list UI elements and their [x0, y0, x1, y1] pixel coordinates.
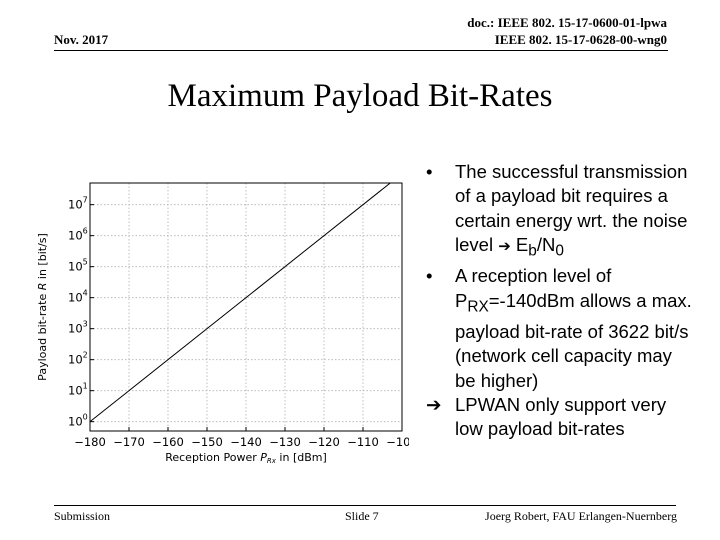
x-tick-label: −170 — [113, 435, 145, 449]
x-tick-label: −140 — [230, 435, 262, 449]
y-tick-label: 105 — [68, 258, 88, 274]
y-tick-label: 103 — [68, 320, 88, 336]
y-axis-ticks: 100 101 102 103 104 105 106 107 — [68, 196, 94, 429]
y-axis-label: Payload bit-rate R in [bit/s] — [36, 233, 49, 381]
bullet-marker: • — [426, 161, 433, 182]
series-line — [90, 183, 392, 423]
x-tick-label: −120 — [308, 435, 340, 449]
n0-subscript: 0 — [555, 242, 564, 260]
bullet-list: • The successful transmission of a paylo… — [422, 160, 692, 442]
bullet-item-energy: • The successful transmission of a paylo… — [422, 160, 692, 264]
bitrate-chart: −180 −170 −160 −150 −140 −130 −120 −110 −100 100… — [34, 178, 418, 473]
y-tick-label: 102 — [68, 351, 88, 367]
x-axis-ticks: −180 −170 −160 −150 −140 −130 −120 −110 −100 — [74, 427, 418, 449]
footer-slide-number: Slide 7 — [345, 509, 379, 523]
y-tick-label: 106 — [68, 227, 88, 243]
x-tick-label: −130 — [269, 435, 301, 449]
y-tick-label: 107 — [68, 196, 88, 212]
bullet-item-lpwan: ➔ LPWAN only support very low payload bi… — [422, 393, 692, 442]
bullet-text-continued: =-140dBm allows a max. payload bit-rate … — [455, 289, 692, 391]
header-date: Nov. 2017 — [54, 32, 109, 47]
footer-divider — [54, 505, 676, 506]
bullet-text: The successful transmission of a payload… — [455, 161, 688, 256]
bullet-text: LPWAN only support very low payload bit-… — [455, 394, 667, 440]
arrow-icon: ➔ — [498, 238, 511, 256]
x-tick-label: −110 — [347, 435, 379, 449]
arrow-icon: ➔ — [426, 394, 442, 416]
bullet-marker: • — [426, 265, 433, 287]
n0-symbol: /N — [536, 234, 556, 256]
header-divider — [54, 50, 668, 51]
doc-reference-line-2: IEEE 802. 15-17-0628-00-wng0 — [494, 32, 667, 47]
chart-svg: −180 −170 −160 −150 −140 −130 −120 −110 −100 100… — [36, 182, 418, 465]
bullet-item-reception: • A reception level of PRX=-140dBm allow… — [422, 264, 692, 393]
y-tick-label: 101 — [68, 382, 88, 398]
footer-author: Joerg Robert, FAU Erlangen-Nuernberg — [485, 509, 677, 523]
eb-symbol: E — [515, 234, 529, 256]
bullet-text: A reception level of P — [455, 265, 612, 311]
doc-reference: doc.: IEEE 802. 15-17-0600-01-lpwa IEEE … — [467, 14, 667, 48]
x-tick-label: −180 — [74, 435, 106, 449]
x-tick-label: −150 — [191, 435, 223, 449]
y-tick-label: 100 — [68, 413, 88, 429]
x-tick-label: −100 — [386, 435, 409, 449]
x-axis-label: Reception Power PRx in [dBm] — [165, 451, 327, 465]
x-tick-label: −160 — [152, 435, 184, 449]
doc-reference-line-1: doc.: IEEE 802. 15-17-0600-01-lpwa — [467, 15, 667, 30]
y-tick-label: 104 — [68, 289, 88, 305]
footer-submission: Submission — [54, 509, 111, 523]
slide-title: Maximum Payload Bit-Rates — [167, 78, 553, 114]
prx-subscript: RX — [467, 298, 489, 316]
eb-subscript: b — [528, 242, 537, 260]
chart-grid — [89, 183, 403, 431]
